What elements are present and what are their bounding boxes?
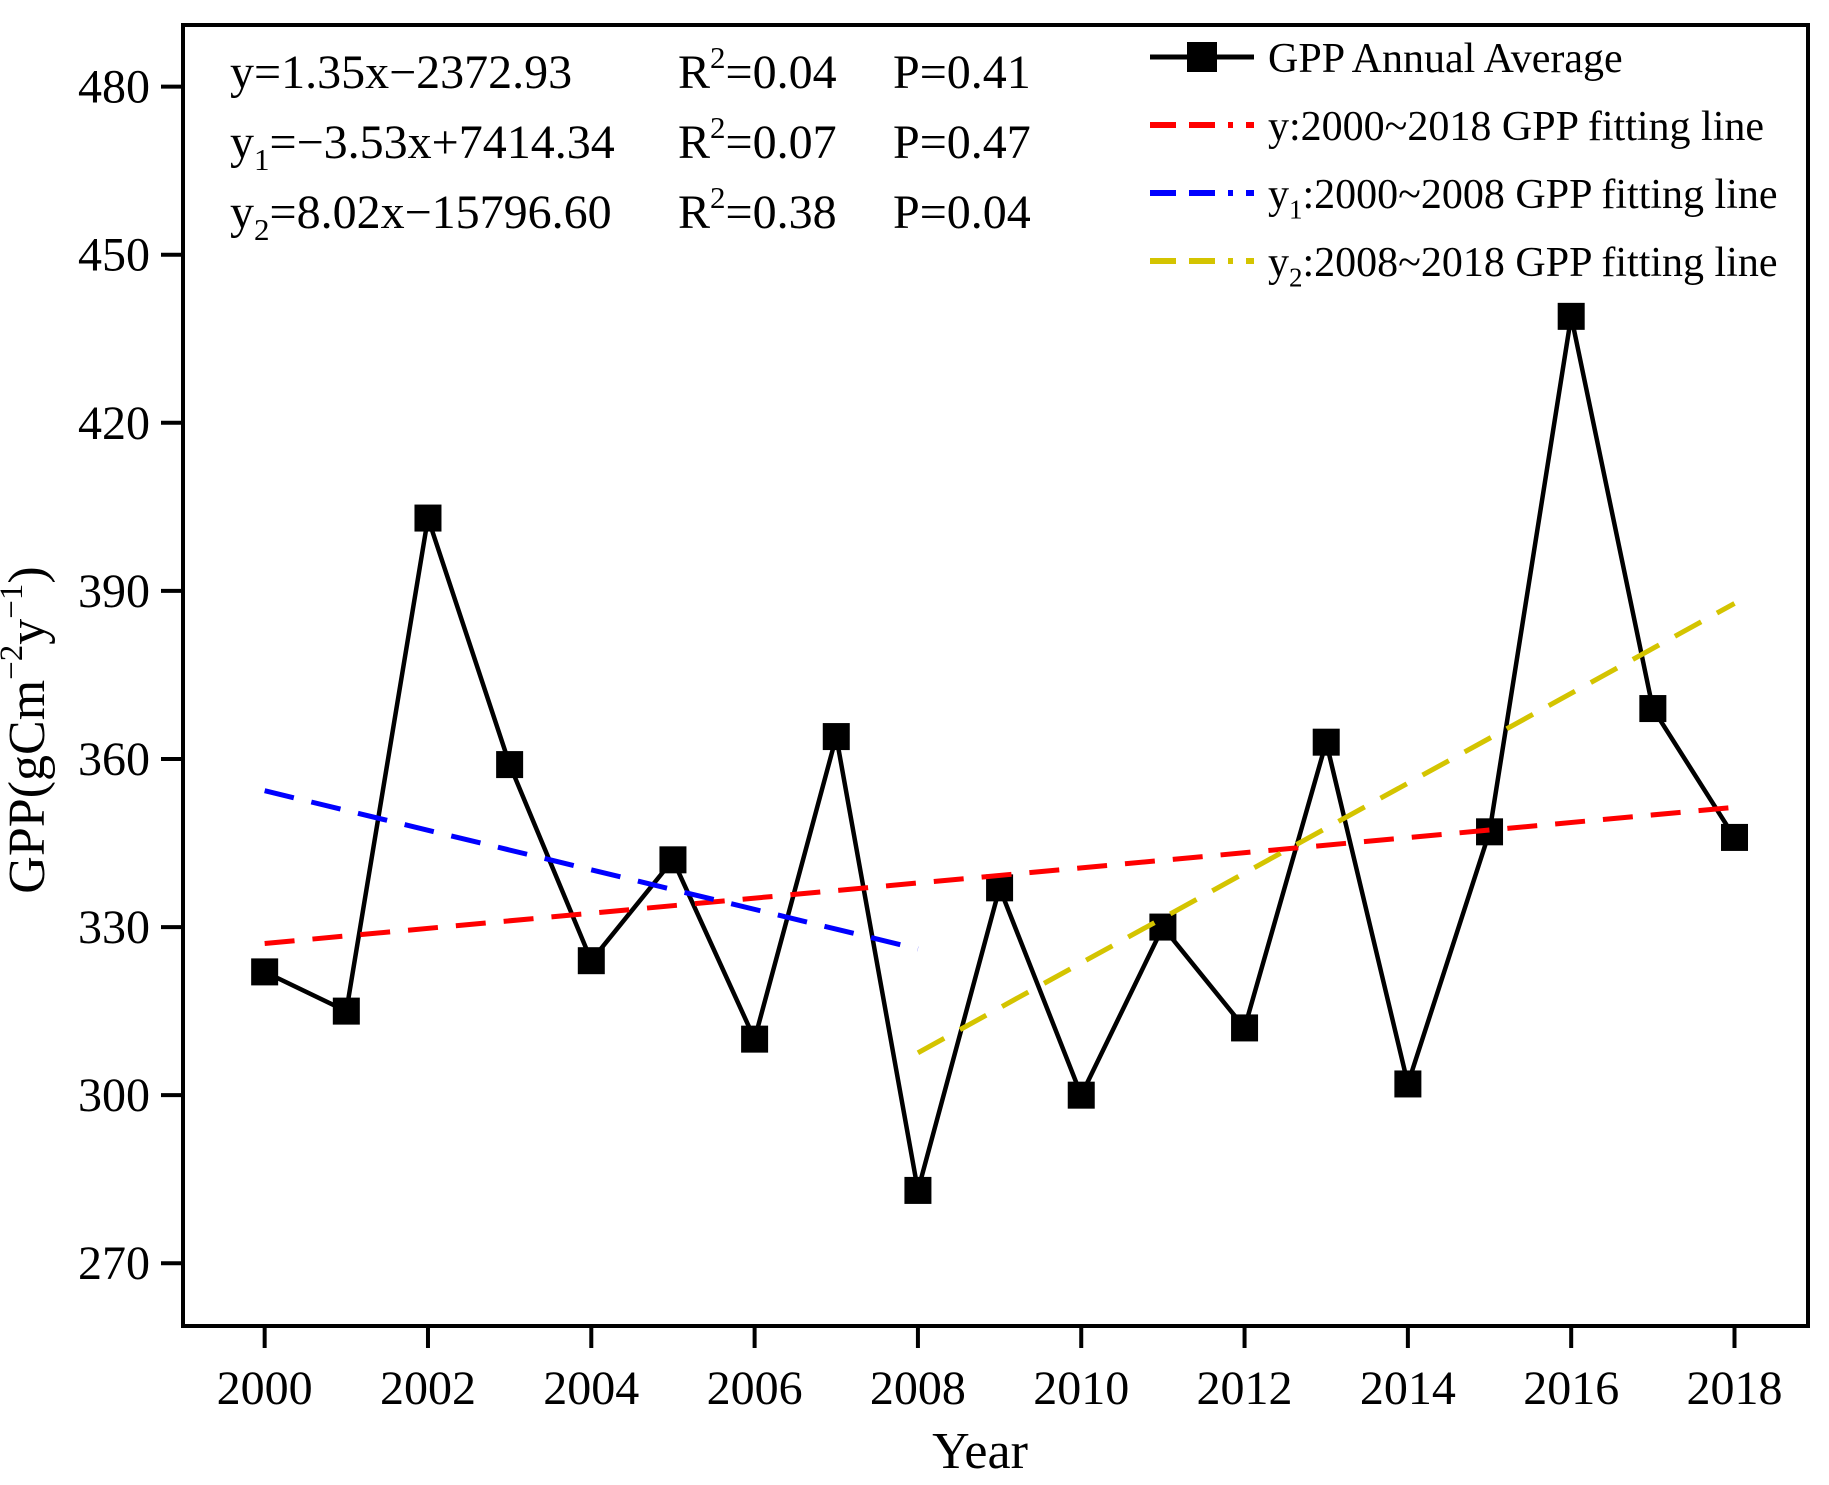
data-point-marker	[741, 1025, 769, 1053]
y-tick-label: 360	[78, 733, 150, 786]
equation-text: y2=8.02x−15796.60	[230, 186, 612, 247]
p-value-text: P=0.04	[893, 186, 1031, 239]
y-tick-label: 300	[78, 1069, 150, 1122]
x-axis-label: Year	[932, 1423, 1028, 1480]
data-point-marker	[1394, 1070, 1422, 1098]
x-tick-label: 2000	[217, 1362, 313, 1415]
fit-line	[264, 804, 1735, 946]
y-tick-label: 330	[78, 901, 150, 954]
data-point-marker	[496, 751, 524, 779]
y-axis: 270 300 330 360 390 420 450 480	[78, 61, 183, 1290]
r-squared-text: R2=0.04	[678, 40, 837, 99]
fit-lines	[264, 601, 1736, 1055]
gpp-annual-line	[263, 315, 1737, 1191]
x-tick-label: 2010	[1033, 1362, 1129, 1415]
equation-text: y1=−3.53x+7414.34	[230, 116, 615, 177]
data-series	[251, 302, 1749, 1204]
data-point-marker	[1557, 302, 1585, 330]
x-tick-label: 2018	[1687, 1362, 1783, 1415]
equations-block: y=1.35x−2372.93 R2=0.04 P=0.41 y1=−3.53x+74…	[230, 40, 1031, 247]
legend-label: y:2000~2018 GPP fitting line	[1268, 104, 1764, 150]
y-axis-label-group: GPP(gCm−2y−1)	[0, 566, 56, 893]
data-point-marker	[822, 723, 850, 751]
data-point-marker	[577, 947, 605, 975]
legend-square-marker	[1187, 42, 1217, 72]
y-tick-label: 480	[78, 61, 150, 114]
data-point-marker	[904, 1176, 932, 1204]
plot-border	[181, 23, 1810, 1328]
data-point-marker	[1067, 1081, 1095, 1109]
data-point-marker	[1721, 823, 1749, 851]
x-tick-label: 2006	[707, 1362, 803, 1415]
x-tick-label: 2014	[1360, 1362, 1456, 1415]
equation-text: y=1.35x−2372.93	[230, 46, 572, 99]
data-point-marker	[1312, 728, 1340, 756]
data-point-marker	[1639, 695, 1667, 723]
x-tick-label: 2004	[543, 1362, 639, 1415]
data-point-marker	[1231, 1014, 1259, 1042]
x-tick-label: 2016	[1523, 1362, 1619, 1415]
p-value-text: P=0.41	[893, 46, 1031, 99]
data-point-marker	[414, 504, 442, 532]
y-tick-label: 450	[78, 229, 150, 282]
x-axis: 2000 2002 2004 2006 2008 2010 2012 2014 2016 2018	[217, 1326, 1783, 1415]
fit-line	[916, 601, 1736, 1055]
p-value-text: P=0.47	[893, 116, 1031, 169]
y-axis-label: GPP(gCm−2y−1)	[0, 566, 56, 893]
plot-frame	[181, 23, 1810, 1328]
data-point-marker	[1149, 913, 1177, 941]
data-point-marker	[332, 997, 360, 1025]
data-point-marker	[659, 846, 687, 874]
x-tick-label: 2012	[1197, 1362, 1293, 1415]
y-tick-label: 390	[78, 565, 150, 618]
x-tick-label: 2008	[870, 1362, 966, 1415]
r-squared-text: R2=0.38	[678, 180, 837, 239]
legend-label: GPP Annual Average	[1268, 36, 1623, 82]
y-tick-label: 270	[78, 1237, 150, 1290]
legend: GPP Annual Average y:2000~2018 GPP fittin…	[1150, 36, 1778, 293]
data-point-marker	[986, 874, 1014, 902]
r-squared-text: R2=0.07	[678, 110, 837, 169]
legend-label: y1:2000~2008 GPP fitting line	[1268, 172, 1778, 225]
data-point-marker	[251, 958, 279, 986]
y-tick-label: 420	[78, 397, 150, 450]
x-tick-label: 2002	[380, 1362, 476, 1415]
fit-line	[264, 788, 919, 952]
legend-label: y2:2008~2018 GPP fitting line	[1268, 240, 1778, 293]
